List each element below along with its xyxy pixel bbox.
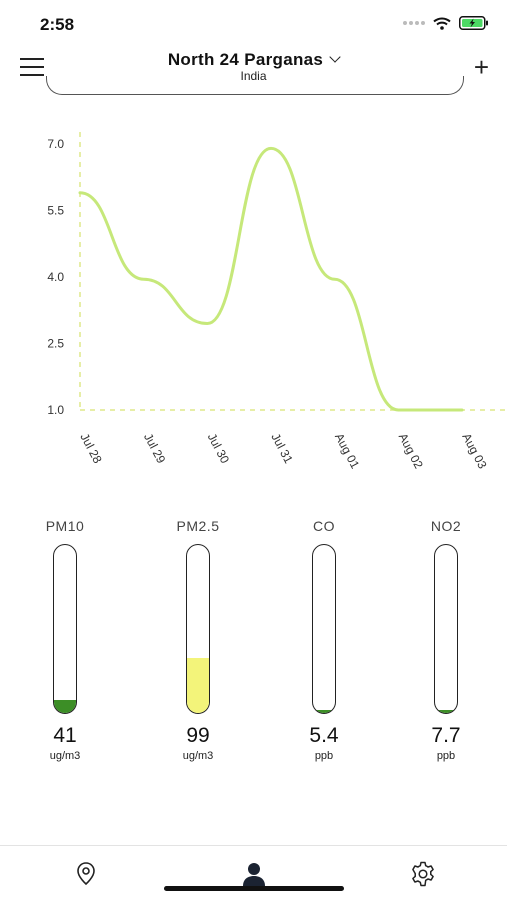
chevron-down-icon [329, 51, 340, 62]
status-time: 2:58 [40, 15, 74, 35]
add-location-button[interactable]: + [474, 54, 489, 80]
settings-gear-icon [409, 860, 437, 888]
status-bar: 2:58 [0, 0, 507, 46]
line-chart: 7.0 5.5 4.0 2.5 1.0 Jul 28 Jul 29 Jul 30 Jul 31 A… [0, 120, 507, 490]
gauge-tube [434, 544, 458, 714]
y-tick-label: 1.0 [47, 403, 64, 417]
y-tick-label: 2.5 [47, 337, 64, 351]
x-tick-label: Jul 31 [268, 431, 296, 466]
x-tick-label: Jul 30 [205, 431, 233, 466]
gauge-fill [187, 658, 209, 713]
x-tick-label: Jul 28 [77, 431, 105, 466]
gauge-value: 41 [15, 724, 115, 748]
x-tick-label: Aug 03 [459, 431, 489, 471]
series-line [80, 148, 462, 410]
gauge-tube [186, 544, 210, 714]
y-tick-label: 4.0 [47, 270, 64, 284]
gauge-unit: ug/m3 [15, 750, 115, 762]
home-indicator [164, 886, 344, 891]
location-pin-icon [72, 860, 100, 888]
gauge-label: NO2 [396, 518, 496, 534]
location-name: North 24 Parganas [168, 50, 323, 69]
gauge-pm25: PM2.5 99 ug/m3 [148, 518, 248, 762]
gauge-unit: ppb [396, 750, 496, 762]
gauge-co: CO 5.4 ppb [274, 518, 374, 762]
gauge-value: 5.4 [274, 724, 374, 748]
battery-charging-icon [459, 16, 489, 30]
gauge-fill [54, 700, 76, 713]
nav-profile-button[interactable] [240, 860, 268, 888]
gauge-unit: ug/m3 [148, 750, 248, 762]
gauge-pm10: PM10 41 ug/m3 [15, 518, 115, 762]
header-underline [46, 76, 464, 95]
nav-settings-button[interactable] [409, 860, 437, 888]
gauge-value: 7.7 [396, 724, 496, 748]
person-icon [240, 860, 268, 888]
gauge-no2: NO2 7.7 ppb [396, 518, 496, 762]
pollutant-gauges: PM10 41 ug/m3 PM2.5 99 ug/m3 CO 5.4 ppb … [0, 518, 507, 778]
gauge-tube [312, 544, 336, 714]
status-icons [403, 16, 489, 30]
wifi-icon [433, 17, 451, 30]
gauge-label: PM2.5 [148, 518, 248, 534]
y-tick-label: 5.5 [47, 204, 64, 218]
gauge-tube [53, 544, 77, 714]
y-tick-label: 7.0 [47, 137, 64, 151]
header: North 24 Parganas India + [0, 46, 507, 96]
gauge-label: PM10 [15, 518, 115, 534]
signal-dots-icon [403, 21, 425, 25]
gauge-label: CO [274, 518, 374, 534]
x-tick-label: Aug 02 [396, 431, 426, 471]
pollution-trend-chart: 7.0 5.5 4.0 2.5 1.0 Jul 28 Jul 29 Jul 30 Jul 31 A… [0, 120, 507, 490]
x-tick-label: Jul 29 [141, 431, 169, 466]
gauge-fill [313, 710, 335, 713]
gauge-fill [435, 710, 457, 713]
nav-location-button[interactable] [72, 860, 100, 888]
bottom-nav [0, 845, 507, 901]
x-tick-label: Aug 01 [332, 431, 362, 471]
gauge-value: 99 [148, 724, 248, 748]
gauge-unit: ppb [274, 750, 374, 762]
